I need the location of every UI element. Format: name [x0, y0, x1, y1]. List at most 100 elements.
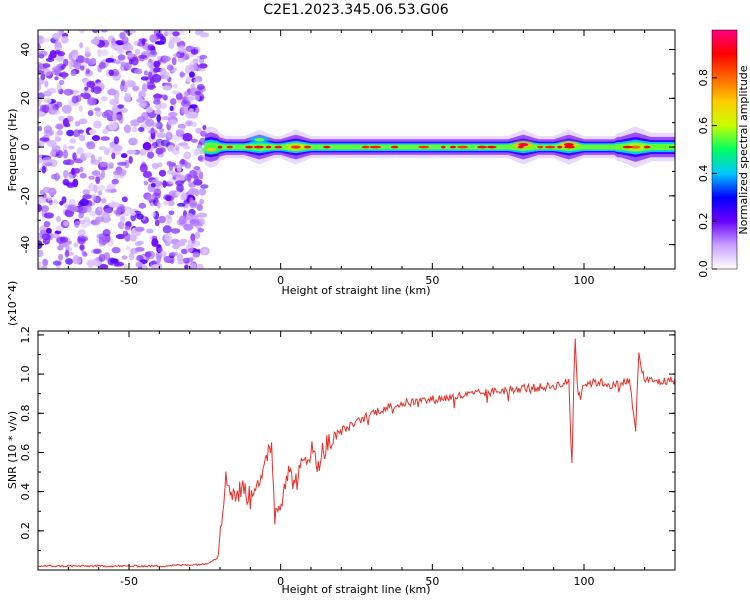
signal-hot-segment — [391, 145, 399, 149]
noise-blob — [163, 71, 170, 81]
noise-blob — [198, 188, 207, 196]
noise-blob — [120, 82, 124, 92]
y-tick-label: 40 — [19, 43, 32, 57]
noise-blob — [126, 149, 137, 155]
signal-hot-segment — [418, 145, 430, 149]
signal-hot-segment — [563, 145, 575, 149]
signal-hot-segment — [457, 145, 469, 149]
noise-blob — [98, 62, 106, 70]
colorbar-tick-label: 0.6 — [697, 117, 710, 135]
noise-blob — [79, 166, 84, 173]
noise-blob — [181, 248, 188, 255]
noise-blob — [197, 218, 205, 227]
noise-blob — [42, 156, 52, 164]
noise-blob — [86, 260, 93, 266]
noise-blob — [92, 30, 99, 33]
noise-blob — [156, 55, 161, 61]
noise-blob — [182, 257, 191, 264]
noise-blob — [134, 226, 145, 232]
noise-blob — [78, 134, 86, 142]
noise-blob — [176, 219, 186, 226]
noise-blob — [41, 233, 51, 241]
noise-blob — [197, 154, 205, 162]
noise-blob — [51, 145, 61, 153]
signal-peak-core — [290, 145, 301, 149]
noise-blob — [132, 126, 138, 133]
noise-blob — [151, 211, 156, 218]
spectrogram-frame — [37, 29, 676, 270]
noise-blob — [120, 64, 127, 71]
noise-blob — [200, 184, 209, 189]
noise-blob — [171, 90, 180, 95]
noise-blob — [138, 202, 146, 209]
noise-blob — [106, 183, 116, 190]
noise-blob — [80, 222, 88, 229]
noise-blob — [171, 171, 181, 178]
noise-blob — [143, 180, 148, 186]
noise-blob — [79, 198, 89, 207]
noise-blob — [61, 196, 67, 204]
noise-blob — [73, 167, 81, 174]
noise-blob — [54, 55, 65, 62]
noise-blob — [47, 196, 52, 201]
noise-blob — [119, 32, 126, 38]
noise-blob — [97, 190, 103, 196]
noise-blob — [98, 205, 104, 212]
noise-blob — [188, 188, 198, 195]
noise-blob — [97, 184, 106, 191]
noise-blob — [127, 44, 134, 52]
noise-blob — [94, 216, 101, 225]
noise-blob — [95, 176, 101, 185]
noise-blob — [128, 58, 133, 65]
noise-blob — [66, 129, 75, 137]
noise-blob — [79, 172, 87, 179]
noise-blob — [165, 195, 172, 202]
noise-blob — [156, 132, 167, 139]
noise-blob — [184, 91, 189, 97]
noise-blob — [168, 40, 175, 49]
noise-blob — [80, 93, 85, 98]
noise-blob — [141, 112, 149, 121]
noise-blob — [91, 170, 101, 176]
y-tick-label: 0.8 — [19, 405, 32, 423]
noise-blob — [122, 212, 129, 217]
colorbar-tick-label: 0.8 — [697, 69, 710, 87]
noise-blob — [115, 233, 126, 240]
noise-blob — [199, 54, 208, 60]
noise-blob — [50, 150, 56, 158]
noise-blob — [136, 98, 145, 103]
noise-blob — [45, 57, 55, 63]
signal-peak-core — [518, 143, 529, 147]
noise-blob — [126, 80, 136, 87]
snr-y-axis-label: SNR (10 * v/v) — [6, 411, 19, 489]
noise-blob — [88, 183, 95, 192]
noise-blob — [38, 249, 44, 258]
noise-blob — [134, 48, 141, 56]
noise-blob — [108, 162, 114, 169]
noise-blob — [189, 169, 198, 179]
signal-hot-segment — [369, 145, 382, 149]
noise-blob — [153, 60, 161, 68]
noise-blob — [56, 236, 66, 244]
noise-blob — [90, 159, 100, 165]
noise-blob — [38, 92, 45, 99]
noise-blob — [72, 129, 81, 138]
noise-blob — [127, 52, 134, 58]
noise-blob — [97, 156, 103, 162]
noise-blob — [100, 136, 110, 141]
noise-blob — [54, 76, 59, 81]
noise-blob — [176, 164, 182, 173]
spectrogram-y-axis-label: Frequency (Hz) — [6, 109, 19, 192]
noise-blob — [109, 88, 116, 93]
noise-blob — [113, 209, 122, 215]
signal-hot-segment — [544, 145, 556, 149]
noise-blob — [137, 41, 145, 47]
noise-blob — [151, 235, 158, 241]
noise-blob — [122, 230, 128, 236]
noise-blob — [72, 152, 77, 161]
noise-blob — [92, 36, 100, 46]
signal-hot-segment — [487, 145, 497, 149]
signal-hot-segment — [450, 145, 456, 149]
noise-blob — [146, 61, 151, 68]
noise-blob — [188, 199, 198, 209]
